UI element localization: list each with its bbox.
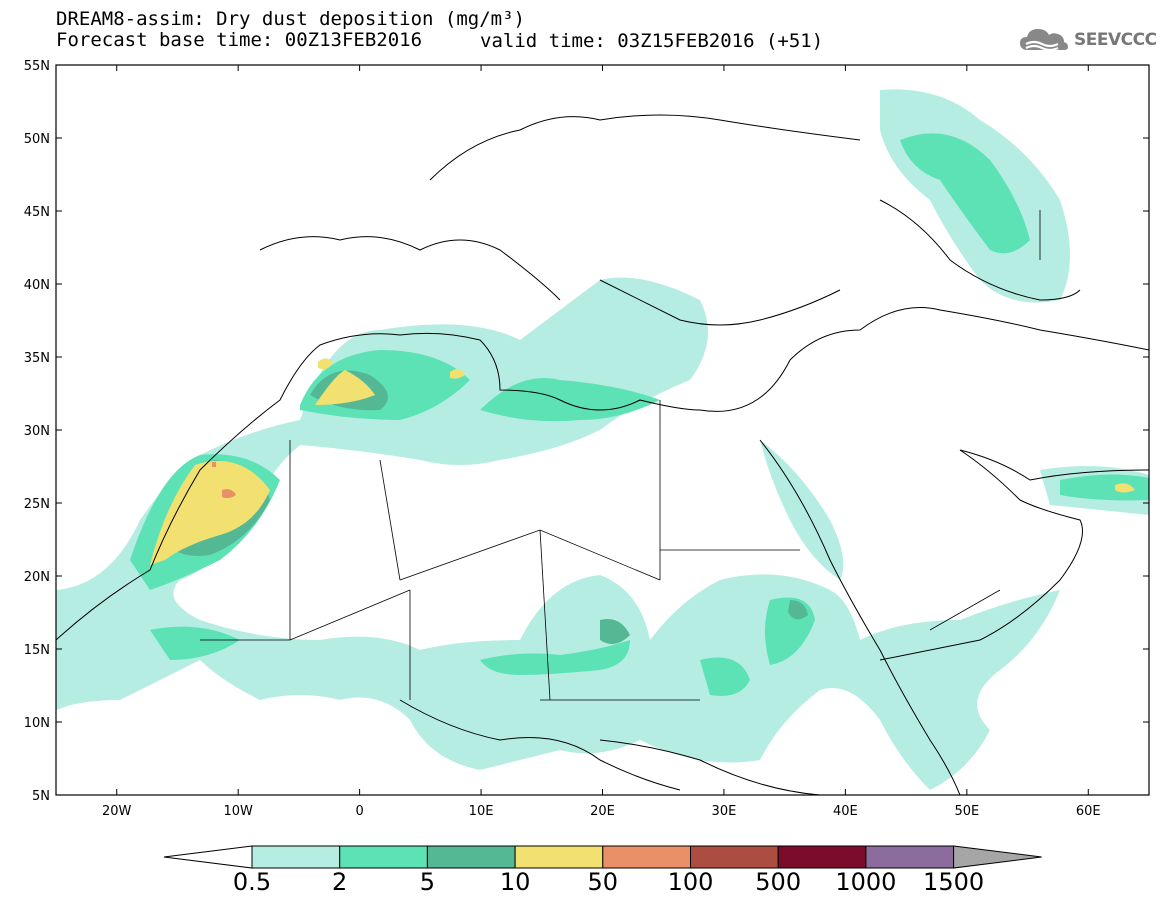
latitude-label: 5N — [32, 789, 50, 804]
latitude-label: 25N — [24, 497, 50, 512]
colorbar-segment — [777, 845, 867, 869]
legend-label: 2 — [332, 868, 348, 896]
colorbar-segment — [690, 845, 779, 869]
latitude-label: 40N — [24, 278, 50, 293]
legend-label: 1500 — [923, 868, 985, 896]
longitude-label: 0 — [355, 804, 363, 819]
longitude-label: 10W — [223, 804, 253, 819]
colorbar-over-arrow — [953, 845, 1042, 869]
legend-labels: 0.5 2 5 10 50 100 500 1000 1500 — [0, 868, 1165, 898]
legend-label: 50 — [587, 868, 619, 896]
valid-time: valid time: 03Z15FEB2016 (+51) — [480, 30, 824, 52]
cloud-icon — [1020, 29, 1068, 52]
longitude-label: 10E — [469, 804, 494, 819]
latitude-label: 35N — [24, 351, 50, 366]
dust-field — [56, 89, 1149, 790]
longitude-label: 60E — [1076, 804, 1101, 819]
colorbar-segment — [602, 845, 691, 869]
legend-label: 5 — [419, 868, 436, 896]
country-borders — [200, 210, 1041, 701]
latitude-label: 10N — [24, 716, 50, 731]
longitude-label: 50E — [954, 804, 979, 819]
colorbar-segment — [339, 845, 428, 869]
colorbar — [163, 845, 1042, 869]
colorbar-segment — [865, 845, 955, 869]
colorbar-segment — [514, 845, 604, 869]
legend-label: 100 — [667, 868, 714, 896]
legend-label: 0.5 — [232, 868, 272, 896]
latitude-label: 55N — [24, 59, 50, 74]
longitude-label: 20W — [102, 804, 132, 819]
legend-label: 1000 — [835, 868, 897, 896]
longitude-label: 30E — [712, 804, 737, 819]
seevccc-logo: SEEVCCC — [1018, 26, 1157, 54]
dust-shading-very-high — [150, 358, 1135, 565]
dust-shading-extreme — [212, 462, 236, 499]
axis-ticks — [56, 64, 1149, 796]
longitude-label: 20E — [590, 804, 615, 819]
colorbar-segment — [426, 845, 516, 869]
latitude-label: 45N — [24, 205, 50, 220]
latitude-label: 20N — [24, 570, 50, 585]
longitude-label: 40E — [833, 804, 858, 819]
legend-label: 10 — [499, 868, 531, 896]
latitude-label: 15N — [24, 643, 50, 658]
latitude-label: 50N — [24, 132, 50, 147]
latitude-label: 30N — [24, 424, 50, 439]
legend-label: 500 — [755, 868, 802, 896]
latitude-labels: 5N 10N 15N 20N 25N 30N 35N 40N 45N 50N 55N — [24, 59, 50, 804]
logo-text: SEEVCCC — [1074, 30, 1157, 50]
coastlines — [56, 114, 1149, 795]
forecast-base-time: Forecast base time: 00Z13FEB2016 — [56, 29, 423, 51]
longitude-labels: 20W 10W 0 10E 20E 30E 40E 50E 60E — [102, 804, 1101, 819]
colorbar-under-arrow — [163, 845, 253, 869]
map-title: DREAM8-assim: Dry dust deposition (mg/m³… — [56, 8, 525, 30]
colorbar-segment — [251, 845, 341, 869]
